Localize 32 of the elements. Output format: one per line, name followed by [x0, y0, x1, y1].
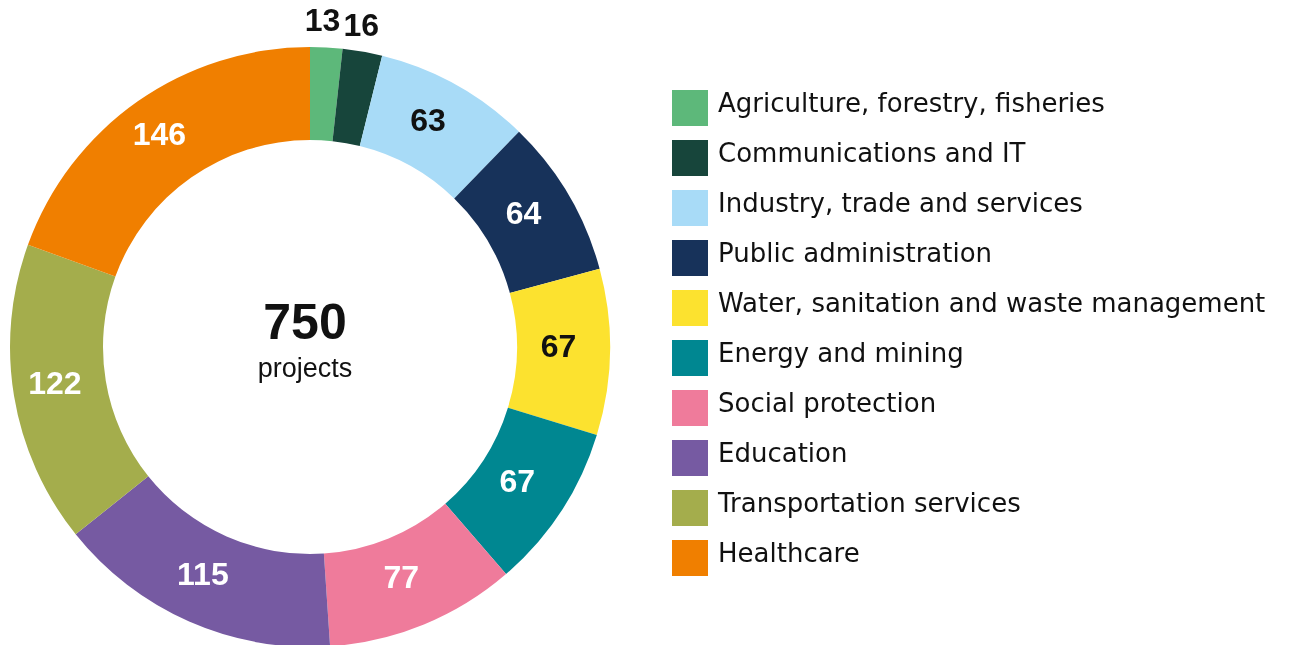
legend-label: Social protection [718, 388, 937, 418]
donut-slice [454, 131, 600, 294]
donut-slice [75, 476, 331, 645]
donut-slice [27, 47, 310, 277]
legend-label: Agriculture, forestry, fisheries [718, 88, 1105, 118]
data-label: 16 [343, 6, 380, 43]
donut-slice [359, 55, 519, 199]
data-label: 64 [505, 195, 542, 232]
donut-slice [332, 48, 383, 147]
data-label: 77 [383, 558, 420, 595]
donut-slice [507, 268, 610, 435]
legend-label: Transportation services [718, 488, 1021, 518]
legend-label: Healthcare [718, 538, 860, 568]
text: projects [257, 353, 353, 383]
donut-slice [310, 47, 343, 142]
donut-slice [445, 407, 597, 575]
legend-label: Energy and mining [718, 338, 964, 368]
data-label: 63 [410, 102, 446, 139]
data-label: 122 [28, 365, 82, 402]
legend-label: Education [718, 438, 848, 468]
legend-label: Water, sanitation and waste management [718, 288, 1266, 318]
data-label: 67 [540, 328, 577, 365]
legend-label: Industry, trade and services [718, 188, 1083, 218]
legend-label: Communications and IT [718, 138, 1026, 168]
data-label: 13 [304, 2, 341, 39]
legend-label: Public administration [718, 238, 993, 268]
donut-slice [323, 503, 507, 645]
data-label: 146 [132, 116, 187, 153]
text: 750 [263, 294, 347, 350]
data-label: 67 [499, 462, 536, 499]
donut-slice [10, 244, 149, 535]
data-label: 115 [177, 556, 229, 593]
